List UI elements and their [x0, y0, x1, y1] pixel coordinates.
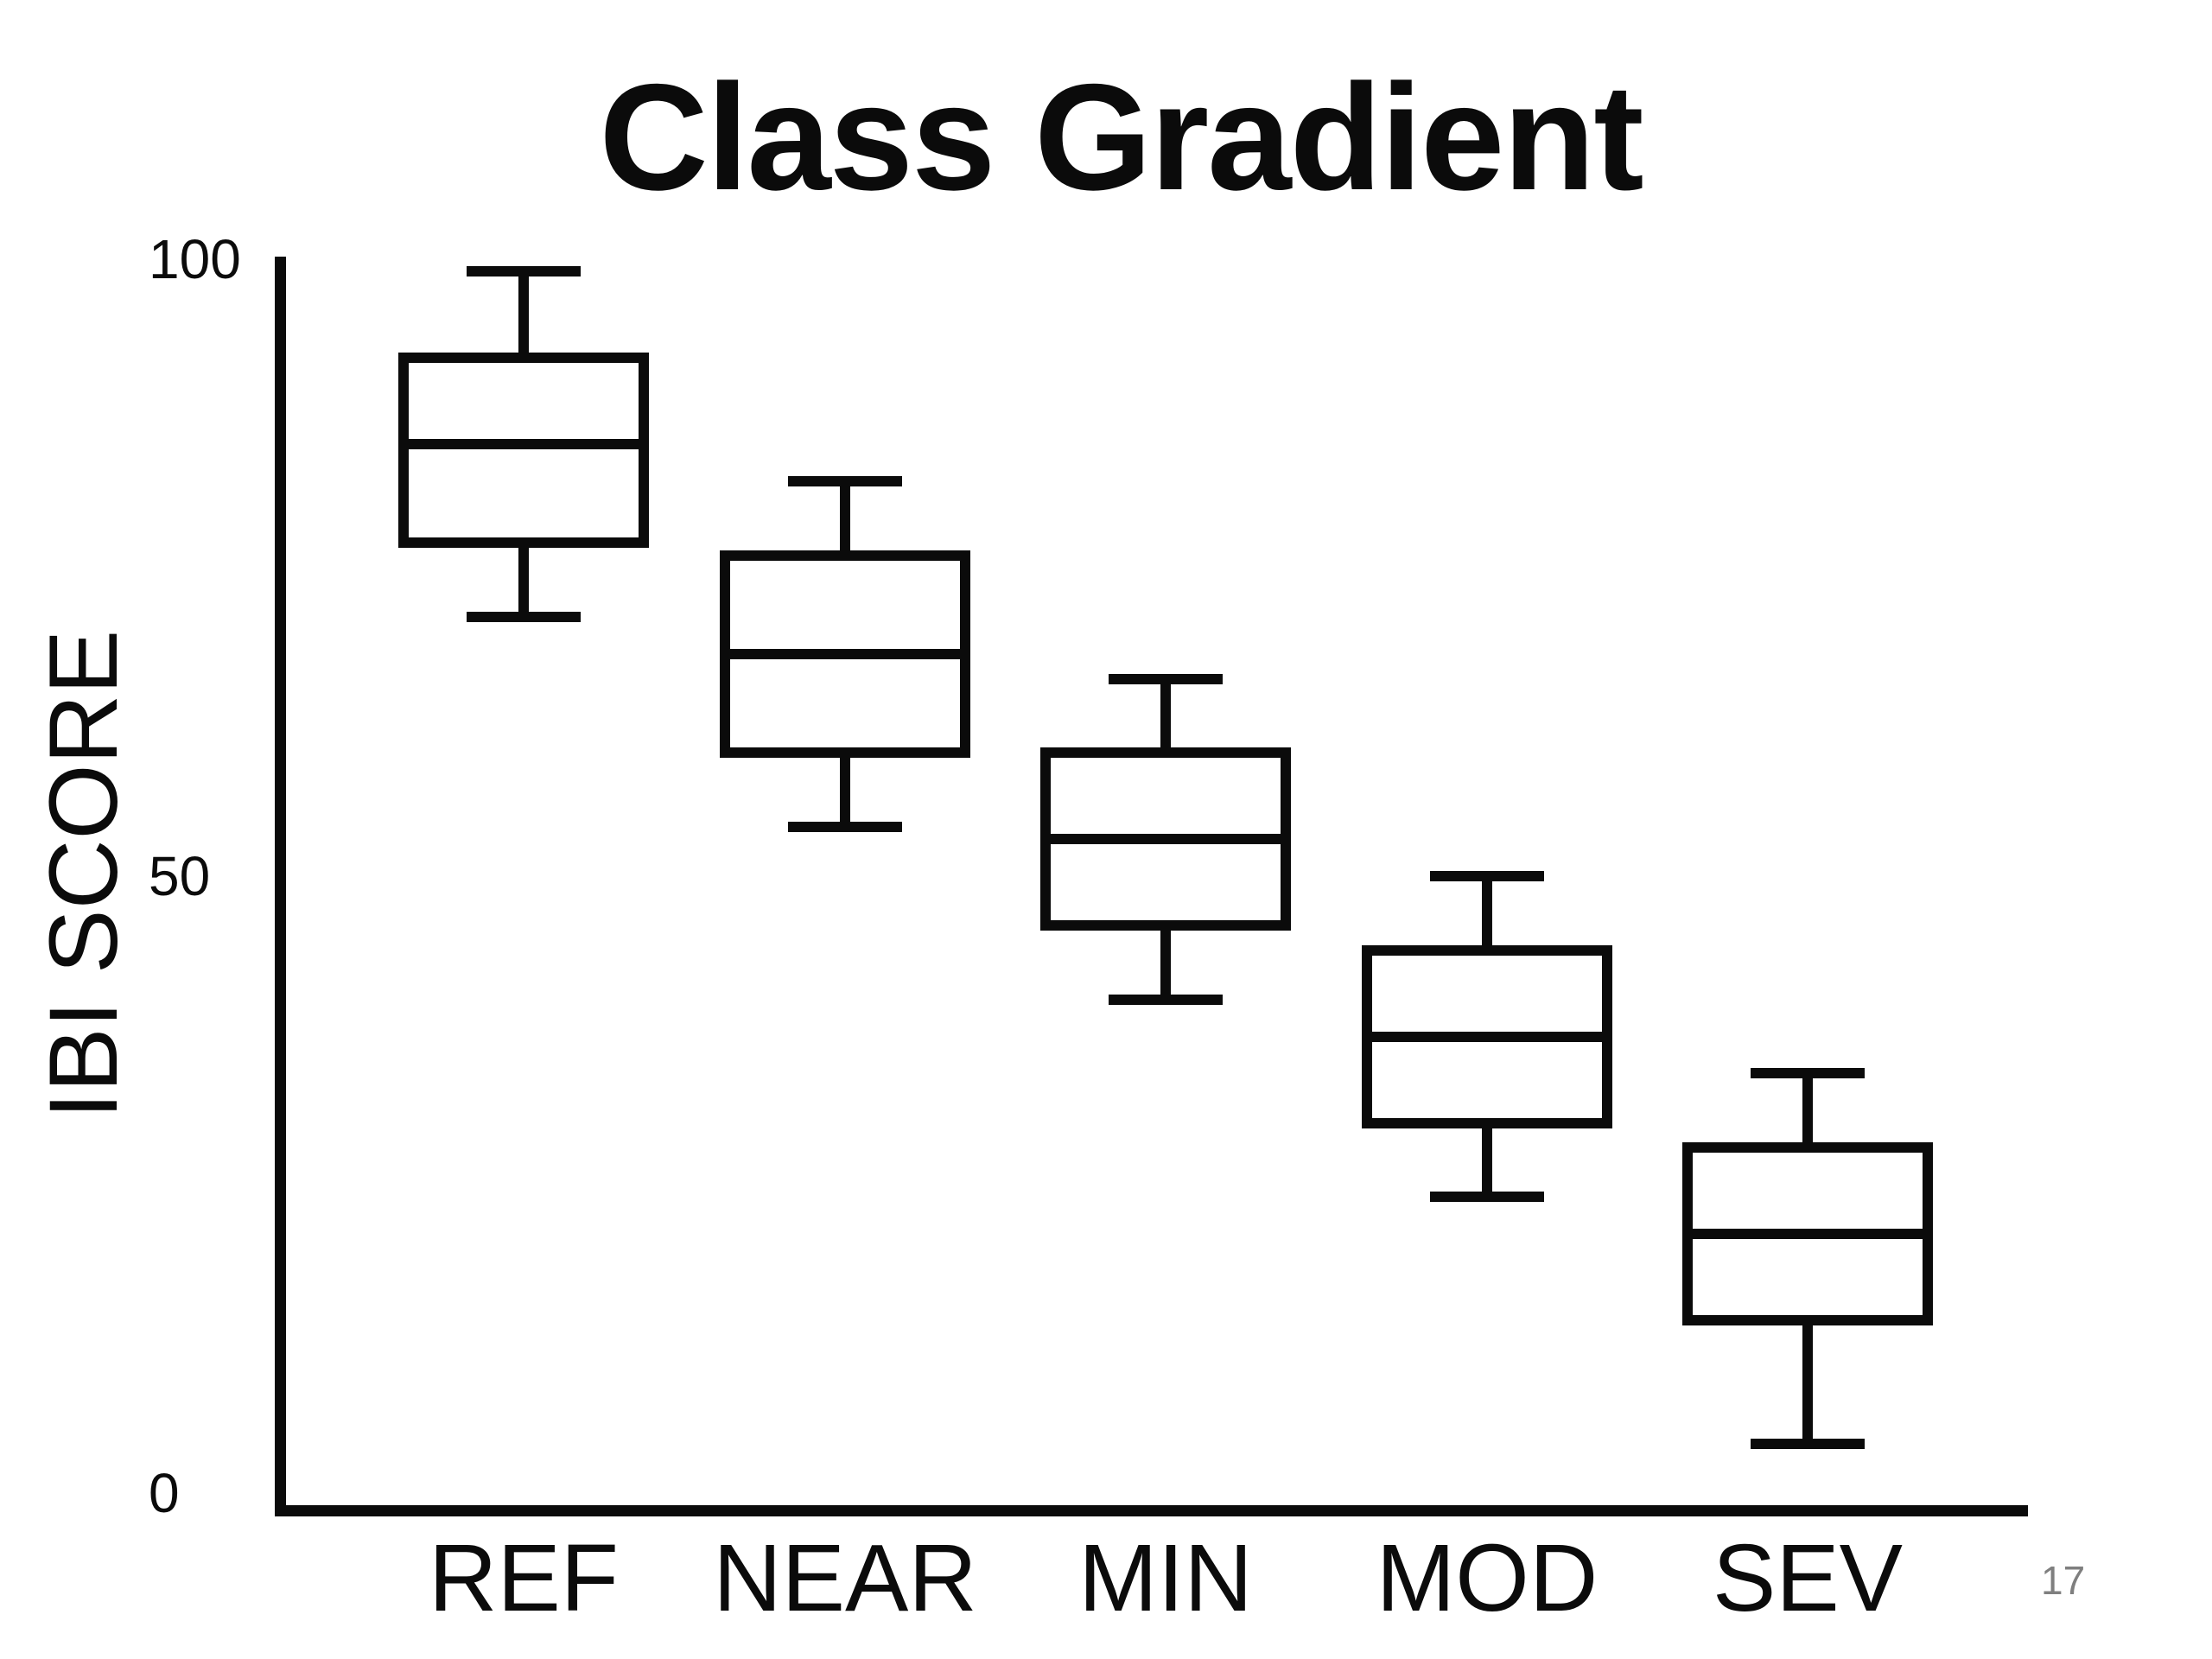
box-ref — [398, 353, 649, 548]
median-line-ref — [398, 439, 649, 449]
median-line-near — [720, 649, 970, 659]
whisker-line-top-sev — [1802, 1073, 1813, 1147]
median-line-mod — [1362, 1032, 1612, 1042]
x-axis-label-sev: SEV — [1712, 1525, 1904, 1631]
median-line-sev — [1682, 1229, 1933, 1239]
whisker-line-bottom-min — [1160, 925, 1171, 1000]
chart-title: Class Gradient — [599, 54, 1643, 222]
whisker-cap-bottom-near — [788, 822, 902, 832]
whisker-cap-bottom-min — [1109, 995, 1223, 1005]
x-axis-label-mod: MOD — [1376, 1525, 1599, 1631]
whisker-line-top-near — [840, 481, 850, 556]
whisker-line-bottom-mod — [1482, 1123, 1492, 1197]
y-axis-line — [275, 257, 286, 1516]
x-axis-label-ref: REF — [429, 1525, 619, 1631]
page-number: 17 — [2041, 1558, 2086, 1603]
median-line-min — [1040, 834, 1291, 844]
whisker-line-top-ref — [518, 271, 529, 358]
whisker-cap-bottom-sev — [1751, 1439, 1865, 1449]
y-tick-label-100: 100 — [149, 228, 241, 290]
y-tick-label-50: 50 — [149, 845, 211, 907]
x-axis-line — [275, 1505, 2028, 1516]
y-axis-title: IBI SCORE — [29, 629, 137, 1120]
whisker-line-bottom-ref — [518, 543, 529, 617]
x-axis-label-min: MIN — [1078, 1525, 1253, 1631]
whisker-cap-bottom-mod — [1430, 1192, 1544, 1202]
whisker-line-top-min — [1160, 679, 1171, 753]
y-tick-label-0: 0 — [149, 1462, 180, 1524]
whisker-line-bottom-near — [840, 753, 850, 827]
whisker-cap-bottom-ref — [467, 612, 581, 622]
whisker-line-bottom-sev — [1802, 1320, 1813, 1444]
x-axis-label-near: NEAR — [713, 1525, 977, 1631]
whisker-line-top-mod — [1482, 876, 1492, 950]
